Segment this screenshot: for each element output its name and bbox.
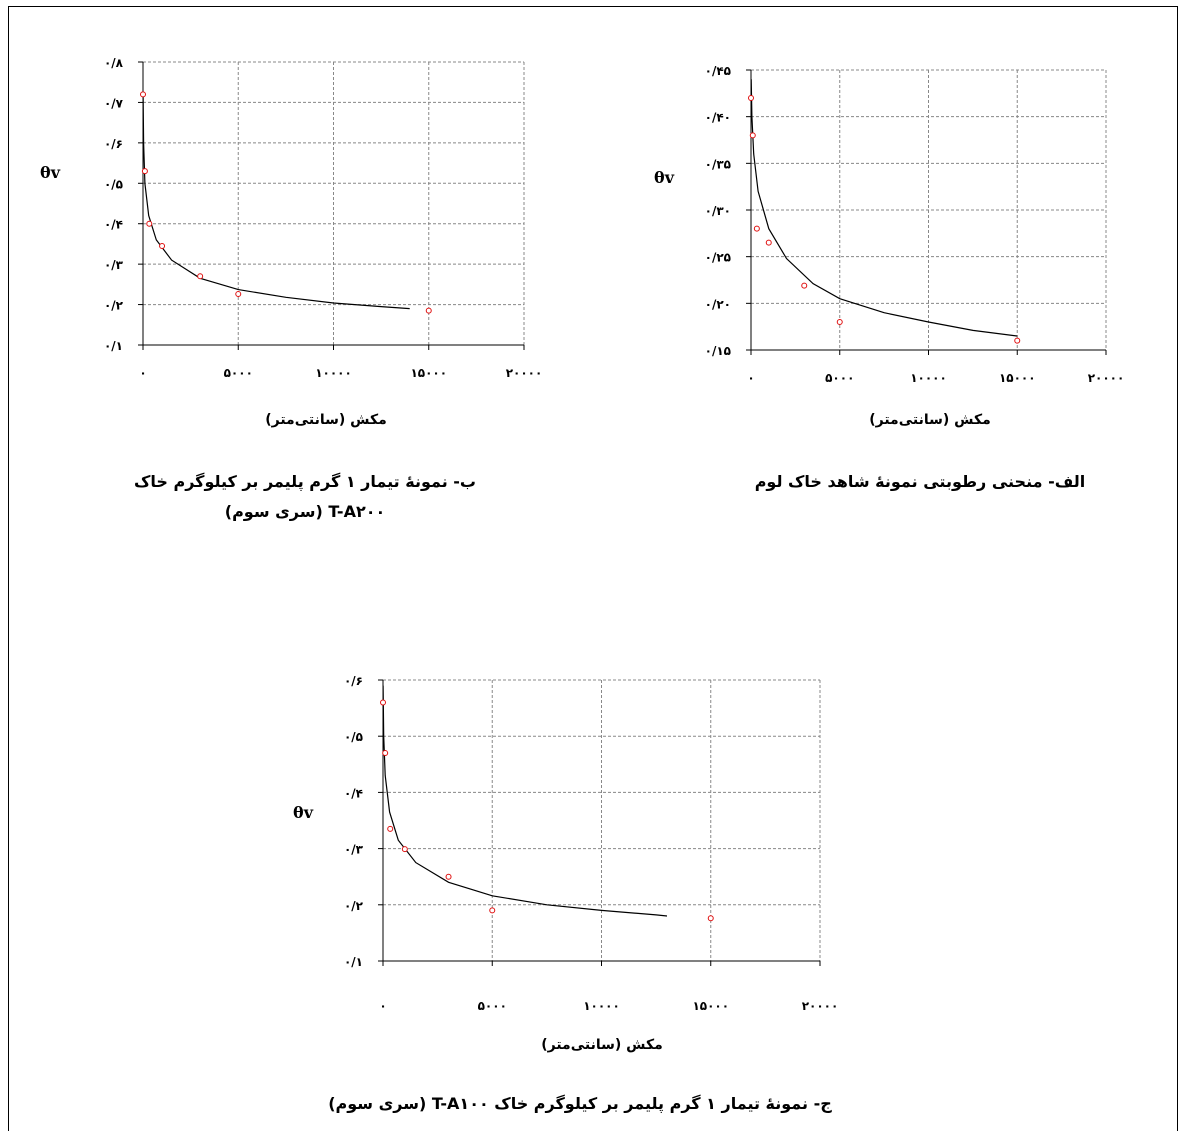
y-tick-label: ۰/۸ (104, 56, 124, 70)
fitted-curve (750, 79, 1018, 337)
caption-alef: الف- منحنی رطوبتی نمونهٔ شاهد خاک لوم (754, 472, 1086, 491)
x-tick-label: ۱۵۰۰۰ (692, 999, 729, 1013)
data-point (235, 291, 242, 298)
y-axis-label: θv (654, 168, 675, 187)
data-point (801, 282, 808, 289)
x-tick-label: ۱۵۰۰۰ (410, 366, 447, 380)
data-point (1014, 337, 1021, 344)
data-point (489, 907, 496, 914)
x-tick-label: ۰ (379, 999, 386, 1013)
data-point (753, 225, 760, 232)
data-point (159, 242, 166, 249)
x-tick-label: ۱۰۰۰۰ (315, 366, 352, 380)
x-tick-label: ۵۰۰۰ (224, 366, 253, 380)
x-tick-label: ۰ (747, 371, 754, 385)
fitted-curve (142, 94, 410, 310)
y-tick-label: ۰/۲ (344, 899, 364, 913)
x-tick-label: ۲۰۰۰۰ (1088, 371, 1125, 385)
data-point (146, 220, 153, 227)
x-axis-label: مکش (سانتی‌متر) (869, 412, 991, 428)
x-tick-label: ۱۰۰۰۰ (910, 371, 947, 385)
data-point (425, 307, 432, 314)
y-tick-label: ۰/۱ (344, 955, 363, 969)
data-point (401, 846, 408, 853)
data-point (380, 699, 386, 706)
data-point (387, 825, 394, 832)
data-point (141, 168, 148, 175)
x-tick-label: ۲۰۰۰۰ (802, 999, 839, 1013)
x-tick-label: ۱۰۰۰۰ (583, 999, 620, 1013)
x-tick-label: ۵۰۰۰ (825, 371, 854, 385)
data-point (445, 873, 452, 880)
y-tick-label: ۰/۴ (344, 786, 363, 800)
x-axis-label: مکش (سانتی‌متر) (265, 412, 387, 428)
x-tick-label: ۲۰۰۰۰ (506, 366, 543, 380)
y-axis-label: θv (293, 803, 314, 822)
y-tick-label: ۰/۵ (344, 730, 363, 744)
y-tick-label: ۰/۲۵ (705, 251, 731, 265)
data-point (765, 239, 772, 246)
data-point (836, 319, 843, 325)
x-tick-label: ۵۰۰۰ (478, 999, 507, 1013)
y-tick-label: ۰/۶ (344, 674, 363, 688)
y-tick-label: ۰/۴۵ (705, 64, 731, 78)
y-tick-label: ۰/۳۰ (705, 204, 731, 218)
data-point (749, 132, 756, 139)
data-point (382, 750, 389, 757)
fitted-curve (382, 685, 668, 917)
y-tick-label: ۰/۶ (104, 137, 123, 151)
y-tick-label: ۰/۲۰ (705, 297, 731, 311)
y-tick-label: ۰/۵ (104, 177, 123, 191)
page-frame (8, 6, 1178, 1131)
y-tick-label: ۰/۳۵ (705, 157, 731, 171)
data-point (197, 273, 204, 280)
y-axis-label: θv (40, 163, 61, 182)
y-tick-label: ۰/۱ (104, 339, 123, 353)
data-point (140, 91, 146, 98)
caption-be-line1: ب- نمونهٔ تیمار ۱ گرم پلیمر بر کیلوگرم خ… (133, 472, 476, 491)
x-tick-label: ۰ (139, 366, 146, 380)
y-tick-label: ۰/۷ (104, 96, 124, 110)
data-point (707, 915, 714, 922)
y-tick-label: ۰/۴ (104, 218, 123, 232)
x-axis-label: مکش (سانتی‌متر) (541, 1037, 663, 1053)
data-point (748, 95, 754, 101)
y-tick-label: ۰/۲ (104, 299, 124, 313)
caption-jim: ج- نمونهٔ تیمار ۱ گرم پلیمر بر کیلوگرم خ… (328, 1094, 832, 1113)
y-tick-label: ۰/۴۰ (705, 111, 731, 125)
x-tick-label: ۱۵۰۰۰ (999, 371, 1036, 385)
y-tick-label: ۰/۳ (104, 258, 124, 272)
y-tick-label: ۰/۳ (344, 843, 364, 857)
y-tick-label: ۰/۱۵ (705, 344, 731, 358)
caption-be-line2: T-A۲۰۰ (سری سوم) (224, 502, 386, 521)
